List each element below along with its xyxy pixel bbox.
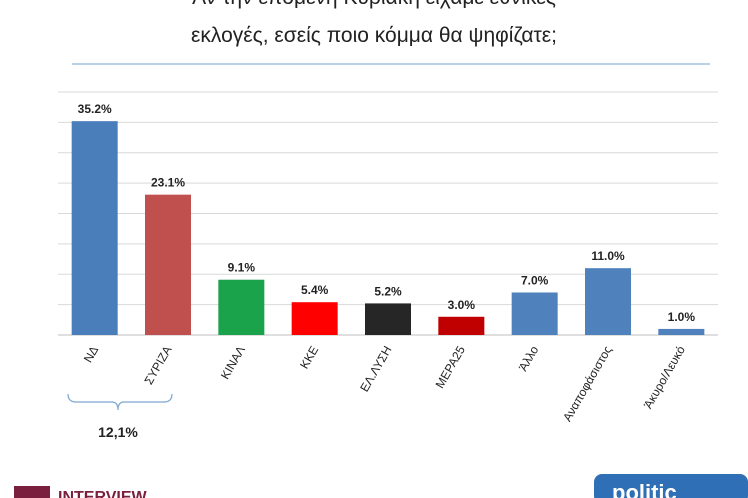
- value-label: 1.0%: [668, 310, 696, 324]
- value-label: 5.2%: [374, 284, 402, 298]
- bar: [218, 279, 265, 335]
- x-tick-label: ΝΔ: [81, 344, 101, 365]
- bar: [291, 302, 338, 335]
- bar: [658, 328, 705, 335]
- logo-badge: [594, 474, 748, 498]
- bracket: [67, 393, 173, 411]
- bar: [438, 316, 485, 335]
- logo-mark: [14, 486, 50, 498]
- x-tick-label: Άκυρο/Λευκό: [641, 343, 688, 411]
- bar: [71, 121, 118, 335]
- value-label: 23.1%: [151, 176, 185, 190]
- x-tick-label: ΕΛ.ΛΥΣΗ: [357, 344, 394, 395]
- value-label: 35.2%: [78, 102, 112, 116]
- x-tick-label: ΜΕΡΑ25: [433, 343, 469, 391]
- x-tick-label: Αναποφάσιστος: [560, 343, 615, 424]
- logo-text: politic: [612, 480, 677, 498]
- chart-title: Αν την επόμενη Κυριακή είχαμε εθνικές: [192, 0, 556, 9]
- value-label: 5.4%: [301, 283, 329, 297]
- bar: [365, 303, 411, 335]
- bar: [145, 194, 191, 335]
- value-label: 3.0%: [448, 298, 476, 312]
- value-label: 11.0%: [591, 249, 625, 263]
- annotation: 12,1%: [98, 424, 138, 440]
- bar: [585, 268, 631, 335]
- x-tick-label: Άλλο: [516, 343, 542, 373]
- x-tick-label: ΚΚΕ: [297, 344, 321, 372]
- bar: [511, 292, 558, 335]
- chart-title: εκλογές, εσείς ποιο κόμμα θα ψηφίζατε;: [191, 24, 557, 47]
- logo-text: INTERVIEW: [58, 489, 148, 498]
- value-label: 7.0%: [521, 273, 549, 287]
- x-tick-label: ΣΥΡΙΖΑ: [141, 344, 174, 387]
- value-label: 9.1%: [228, 261, 256, 275]
- x-tick-label: ΚΙΝΑΛ: [218, 344, 248, 382]
